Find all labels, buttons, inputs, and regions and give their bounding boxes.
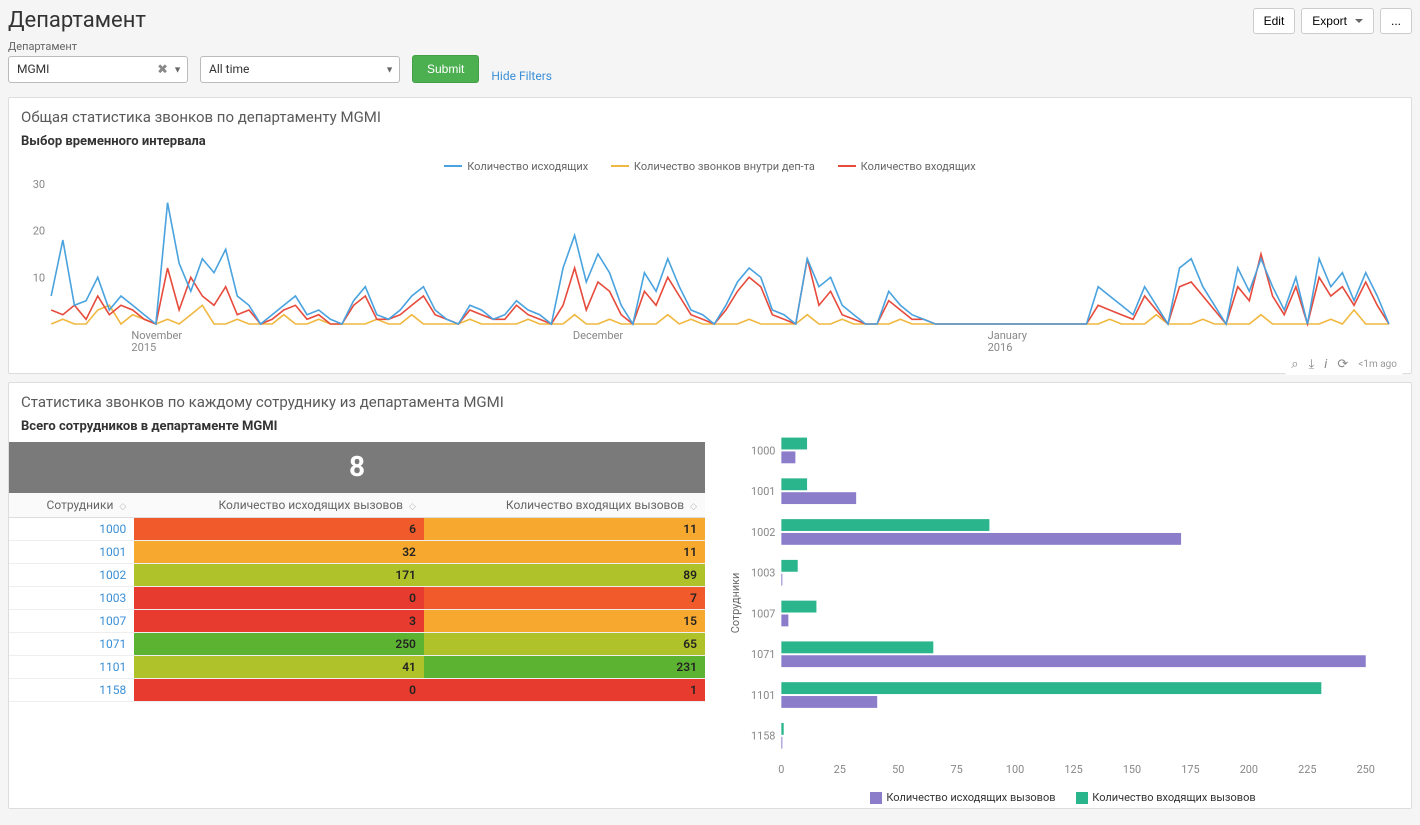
employee-link[interactable]: 1007: [9, 609, 134, 632]
employee-table: Сотрудники ◇Количество исходящих вызовов…: [9, 493, 705, 702]
table-header[interactable]: Сотрудники ◇: [9, 493, 134, 518]
svg-text:30: 30: [33, 179, 45, 191]
table-row: 10013211: [9, 540, 705, 563]
employee-link[interactable]: 1000: [9, 517, 134, 540]
svg-text:175: 175: [1181, 762, 1199, 775]
svg-text:1158: 1158: [751, 729, 775, 742]
legend-internal: Количество звонков внутри деп-та: [634, 160, 815, 173]
hbar-legend-in: Количество входящих вызовов: [1092, 791, 1255, 804]
svg-text:1000: 1000: [751, 444, 775, 457]
dept-clear-icon[interactable]: ✖: [157, 62, 168, 77]
svg-text:1007: 1007: [751, 607, 775, 620]
refresh-icon[interactable]: ⟳: [1337, 357, 1348, 372]
incoming-cell: 231: [424, 655, 705, 678]
svg-text:2016: 2016: [988, 341, 1013, 354]
incoming-cell: 7: [424, 586, 705, 609]
employee-link[interactable]: 1158: [9, 678, 134, 701]
svg-text:2015: 2015: [131, 341, 156, 354]
hbar-chart[interactable]: Сотрудники100010011002100310071071110111…: [727, 423, 1399, 783]
overall-stats-panel: Общая статистика звонков по департаменту…: [8, 97, 1412, 374]
panel1-toolbar: ⌕ ⤓ i ⟳ <1m ago: [1285, 354, 1403, 375]
incoming-cell: 11: [424, 517, 705, 540]
table-row: 1000611: [9, 517, 705, 540]
svg-text:225: 225: [1298, 762, 1316, 775]
info-icon[interactable]: i: [1324, 357, 1327, 372]
svg-text:0: 0: [778, 762, 784, 775]
zoom-icon[interactable]: ⌕: [1291, 357, 1298, 372]
time-select[interactable]: All time: [200, 56, 400, 83]
panel1-title: Общая статистика звонков по департаменту…: [9, 98, 1411, 130]
table-row: 1007315: [9, 609, 705, 632]
refresh-timestamp: <1m ago: [1358, 359, 1397, 370]
table-row: 100307: [9, 586, 705, 609]
svg-text:December: December: [573, 329, 624, 342]
employee-link[interactable]: 1101: [9, 655, 134, 678]
table-header[interactable]: Количество входящих вызовов ◇: [424, 493, 705, 518]
outgoing-cell: 3: [134, 609, 424, 632]
svg-text:1101: 1101: [751, 688, 775, 701]
line-chart-legend: Количество исходящих Количество звонков …: [21, 157, 1399, 173]
outgoing-cell: 0: [134, 678, 424, 701]
panel2-subtitle: Всего сотрудников в департаменте MGMI: [9, 415, 705, 442]
outgoing-cell: 32: [134, 540, 424, 563]
employee-link[interactable]: 1071: [9, 632, 134, 655]
svg-text:50: 50: [892, 762, 904, 775]
submit-button[interactable]: Submit: [412, 55, 479, 83]
table-row: 100217189: [9, 563, 705, 586]
employee-link[interactable]: 1001: [9, 540, 134, 563]
svg-text:150: 150: [1123, 762, 1141, 775]
legend-incoming: Количество входящих: [861, 160, 976, 173]
time-filter-label: [200, 40, 400, 53]
table-header[interactable]: Количество исходящих вызовов ◇: [134, 493, 424, 518]
panel2-title: Статистика звонков по каждому сотруднику…: [9, 383, 1411, 415]
more-button[interactable]: ...: [1380, 8, 1412, 34]
svg-text:75: 75: [951, 762, 963, 775]
outgoing-cell: 0: [134, 586, 424, 609]
line-chart[interactable]: 102030November2015DecemberJanuary2016: [21, 179, 1399, 359]
incoming-cell: 15: [424, 609, 705, 632]
incoming-cell: 89: [424, 563, 705, 586]
svg-text:250: 250: [1357, 762, 1375, 775]
outgoing-cell: 250: [134, 632, 424, 655]
employee-link[interactable]: 1003: [9, 586, 134, 609]
svg-text:25: 25: [834, 762, 846, 775]
outgoing-cell: 41: [134, 655, 424, 678]
svg-text:1003: 1003: [751, 566, 775, 579]
outgoing-cell: 171: [134, 563, 424, 586]
employee-link[interactable]: 1002: [9, 563, 134, 586]
table-row: 107125065: [9, 632, 705, 655]
svg-text:1071: 1071: [751, 648, 775, 661]
table-row: 115801: [9, 678, 705, 701]
svg-text:Сотрудники: Сотрудники: [729, 572, 742, 632]
svg-text:1002: 1002: [751, 525, 775, 538]
hide-filters-link[interactable]: Hide Filters: [491, 69, 552, 83]
employee-count: 8: [9, 442, 705, 493]
table-row: 110141231: [9, 655, 705, 678]
hbar-legend-out: Количество исходящих вызовов: [886, 791, 1055, 804]
incoming-cell: 1: [424, 678, 705, 701]
edit-button[interactable]: Edit: [1253, 8, 1296, 34]
svg-text:20: 20: [33, 224, 45, 237]
download-icon[interactable]: ⤓: [1309, 357, 1315, 372]
page-title: Департамент: [8, 8, 146, 33]
outgoing-cell: 6: [134, 517, 424, 540]
hbar-legend: Количество исходящих вызовов Количество …: [727, 791, 1399, 804]
svg-text:200: 200: [1240, 762, 1258, 775]
dept-filter-label: Департамент: [8, 40, 188, 53]
legend-outgoing: Количество исходящих: [467, 160, 588, 173]
svg-text:100: 100: [1006, 762, 1024, 775]
export-button[interactable]: Export: [1301, 8, 1374, 34]
svg-text:1001: 1001: [751, 485, 775, 498]
svg-text:10: 10: [33, 271, 45, 284]
panel1-subtitle: Выбор временного интервала: [9, 130, 1411, 157]
svg-text:125: 125: [1064, 762, 1082, 775]
incoming-cell: 65: [424, 632, 705, 655]
per-employee-panel: Статистика звонков по каждому сотруднику…: [8, 382, 1412, 809]
incoming-cell: 11: [424, 540, 705, 563]
